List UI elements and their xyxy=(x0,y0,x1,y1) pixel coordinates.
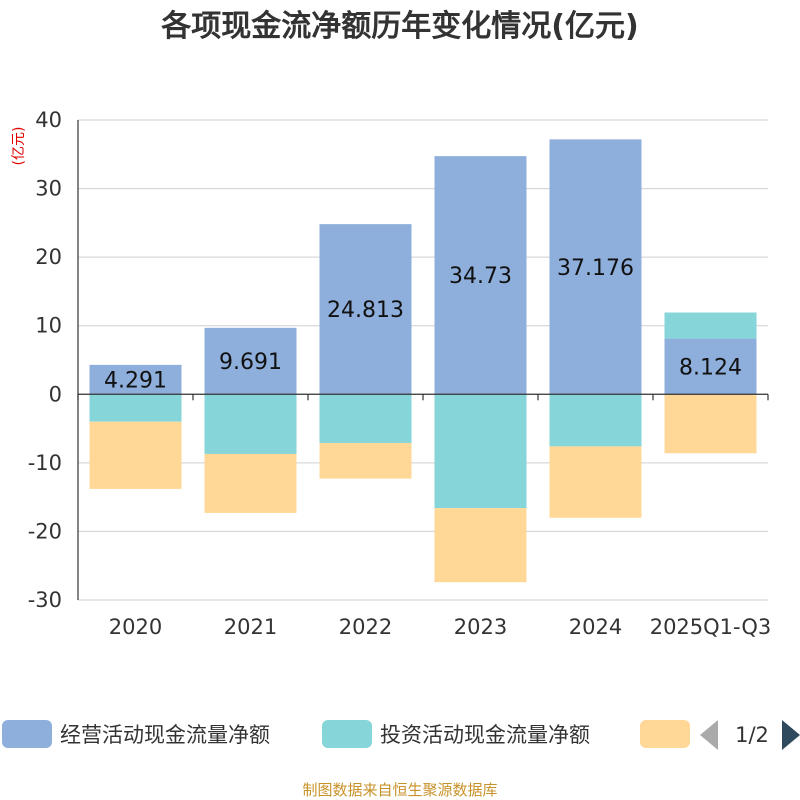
bar-segment xyxy=(664,394,757,454)
x-axis: 2020 2021 2022 2023 2024 2025Q1-Q3 xyxy=(77,393,772,639)
y-tick-label: 30 xyxy=(35,177,62,201)
bars xyxy=(89,139,757,583)
legend-prev-icon[interactable] xyxy=(700,720,718,750)
data-label: 37.176 xyxy=(557,256,634,281)
bar-segment xyxy=(664,312,757,339)
bar-segment xyxy=(549,139,642,395)
legend-next-icon[interactable] xyxy=(782,720,800,750)
bar-segment xyxy=(89,364,182,395)
legend-swatch[interactable] xyxy=(640,720,690,748)
bar-segment xyxy=(549,446,642,518)
data-label: 4.291 xyxy=(104,369,167,394)
data-label: 24.813 xyxy=(327,298,404,323)
x-tick-label: 2022 xyxy=(339,615,392,639)
bar-segment xyxy=(204,453,297,513)
bar-segment xyxy=(664,338,757,395)
x-tick-label: 2025Q1-Q3 xyxy=(650,615,772,639)
bar-segment xyxy=(434,508,527,583)
data-label: 9.691 xyxy=(219,350,282,375)
bar-segment xyxy=(319,442,412,479)
data-label: 8.124 xyxy=(679,355,742,380)
legend: 经营活动现金流量净额 投资活动现金流量净额 1/2 xyxy=(2,720,800,750)
y-tick-label: 20 xyxy=(35,245,62,269)
legend-swatch[interactable] xyxy=(2,720,52,748)
x-tick-label: 2020 xyxy=(109,615,162,639)
data-labels: 4.291 9.691 24.813 34.73 37.176 8.124 xyxy=(104,256,742,394)
bar-segment xyxy=(549,394,642,447)
bar-segment xyxy=(204,327,297,395)
legend-page-indicator: 1/2 xyxy=(735,723,769,747)
bar-segment xyxy=(89,421,182,489)
data-source: 制图数据来自恒生聚源数据库 xyxy=(302,781,497,799)
x-tick-label: 2021 xyxy=(224,615,277,639)
grid-lines xyxy=(78,119,768,601)
y-tick-label: 0 xyxy=(49,382,62,406)
legend-swatch[interactable] xyxy=(322,720,372,748)
bar-segment xyxy=(319,224,412,395)
y-tick-label: -10 xyxy=(28,451,62,475)
bar-segment xyxy=(434,156,527,395)
legend-label[interactable]: 投资活动现金流量净额 xyxy=(380,723,590,747)
data-label: 34.73 xyxy=(449,264,512,289)
y-tick-label: 10 xyxy=(35,314,62,338)
bar-segment xyxy=(89,394,182,422)
y-axis: 40 30 20 10 0 -10 -20 -30 xyxy=(28,108,79,612)
y-axis-unit: (亿元) xyxy=(11,127,27,166)
chart-title: 各项现金流净额历年变化情况(亿元) xyxy=(160,9,638,44)
y-tick-label: -30 xyxy=(28,588,62,612)
bar-segment xyxy=(434,394,527,509)
legend-label[interactable]: 经营活动现金流量净额 xyxy=(60,723,270,747)
x-tick-label: 2024 xyxy=(569,615,622,639)
bar-segment xyxy=(204,394,297,454)
bar-segment xyxy=(319,394,412,443)
y-tick-label: 40 xyxy=(35,108,62,132)
y-tick-label: -20 xyxy=(28,519,62,543)
x-tick-label: 2023 xyxy=(454,615,507,639)
